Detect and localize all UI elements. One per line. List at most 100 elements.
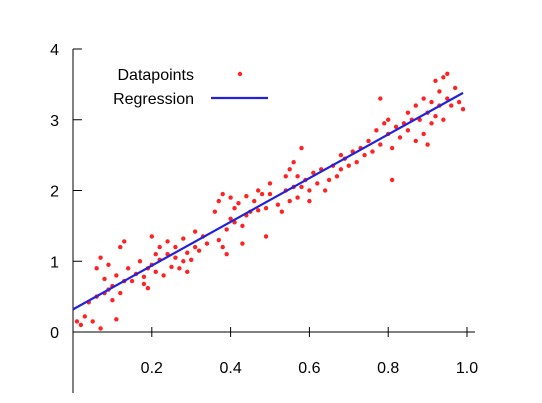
data-point: [228, 216, 233, 221]
data-point: [311, 170, 316, 176]
data-point: [90, 319, 95, 324]
data-point: [114, 317, 119, 322]
data-point: [338, 167, 344, 172]
data-point: [192, 244, 198, 250]
data-point: [283, 174, 288, 179]
data-point: [240, 223, 245, 229]
data-point: [145, 285, 151, 291]
data-point: [421, 96, 426, 101]
y-tick-label: 4: [50, 42, 59, 59]
data-point: [114, 273, 119, 278]
data-point: [441, 75, 446, 80]
data-point: [295, 195, 300, 200]
data-point: [141, 281, 147, 287]
data-point: [445, 96, 450, 101]
data-point: [326, 177, 332, 183]
data-point: [322, 188, 328, 193]
data-point: [110, 297, 115, 303]
data-point: [252, 198, 257, 204]
y-tick-label: 0: [50, 325, 59, 342]
data-point: [299, 184, 304, 190]
data-point: [177, 266, 182, 271]
data-point: [291, 160, 296, 165]
data-point: [267, 181, 273, 186]
data-point: [299, 145, 304, 151]
data-point: [354, 160, 359, 165]
data-point: [386, 117, 391, 122]
regression-line: [72, 91, 464, 311]
data-point: [228, 195, 233, 200]
data-point: [338, 152, 344, 158]
data-point: [405, 128, 411, 133]
data-point: [275, 202, 281, 207]
data-point: [382, 121, 387, 126]
data-point: [362, 152, 367, 158]
data-point: [460, 106, 466, 112]
data-point: [346, 163, 351, 168]
data-point: [421, 131, 426, 137]
data-point: [173, 244, 178, 250]
data-point: [224, 227, 229, 232]
data-point: [94, 266, 99, 271]
data-point: [161, 273, 166, 278]
data-point: [220, 191, 225, 197]
data-point: [98, 255, 103, 260]
data-point: [212, 209, 218, 214]
data-point: [216, 237, 221, 243]
data-point: [393, 124, 399, 130]
data-point: [267, 191, 273, 197]
data-point: [240, 241, 245, 246]
data-point: [307, 188, 312, 193]
data-point: [366, 138, 371, 144]
data-point: [141, 274, 147, 280]
data-point: [425, 142, 430, 147]
legend-marker-datapoints: [237, 71, 243, 77]
data-point: [74, 319, 80, 324]
data-point: [137, 259, 143, 264]
data-point: [378, 142, 383, 147]
legend: Datapoints Regression: [113, 67, 268, 108]
data-point: [259, 191, 265, 197]
data-point: [378, 96, 383, 101]
data-point: [263, 234, 269, 239]
data-point: [102, 276, 107, 282]
data-point: [315, 181, 320, 186]
data-point: [287, 167, 292, 172]
y-ticks: 0 1 2 3 4: [50, 42, 82, 342]
data-point: [397, 135, 403, 140]
data-point: [153, 251, 158, 257]
data-point: [129, 278, 135, 284]
data-point: [169, 264, 174, 270]
data-point: [78, 322, 84, 328]
data-point: [389, 145, 395, 151]
data-point: [82, 314, 88, 319]
data-point: [244, 193, 249, 199]
data-point: [433, 78, 438, 84]
data-point: [413, 138, 418, 144]
y-tick-label: 3: [50, 113, 59, 130]
data-point: [149, 234, 154, 239]
y-tick-label: 2: [50, 184, 59, 201]
data-point: [445, 71, 450, 76]
data-point: [389, 177, 395, 183]
data-point: [224, 251, 229, 257]
data-point: [441, 117, 446, 122]
data-point: [236, 201, 241, 206]
data-point: [153, 269, 158, 275]
data-point: [165, 239, 170, 244]
data-point: [185, 269, 190, 275]
data-point: [456, 99, 462, 105]
data-point: [181, 236, 186, 241]
data-point: [433, 114, 438, 119]
data-point: [106, 262, 111, 267]
data-point: [173, 255, 178, 260]
data-point: [449, 103, 454, 108]
data-point: [334, 174, 340, 179]
plot-area: 0.2 0.4 0.6 0.8 1.0 0 1 2 3 4: [50, 42, 478, 393]
data-point: [429, 121, 434, 126]
data-point: [157, 244, 162, 250]
data-point: [405, 110, 411, 115]
data-point: [374, 128, 379, 133]
data-point: [255, 188, 261, 193]
data-point: [196, 248, 202, 253]
